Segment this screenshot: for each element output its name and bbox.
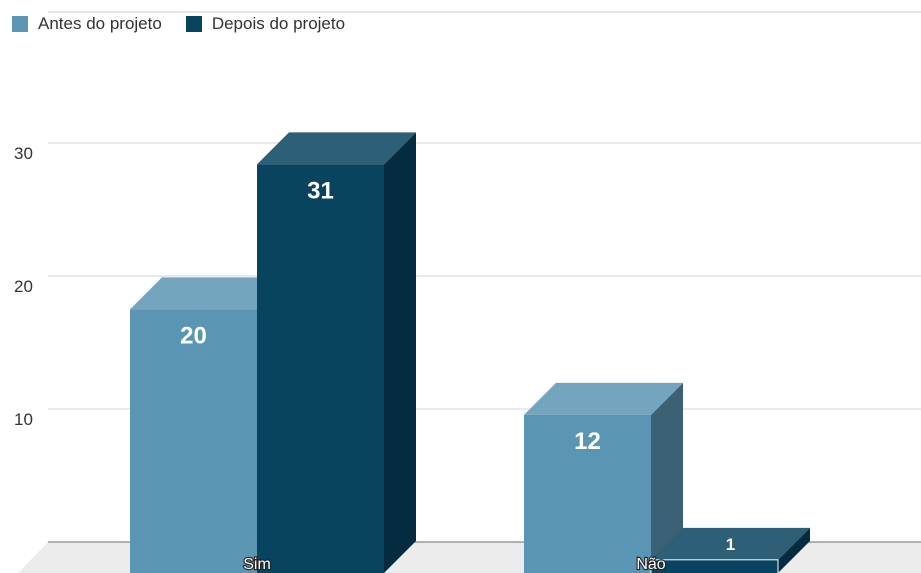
bar-depois-0-value-label: 31 [307,177,334,204]
bar-depois-0-front [257,164,384,573]
legend-swatch-depois [185,16,202,32]
legend-item-depois[interactable]: Depois do projeto [185,14,346,34]
legend-swatch-antes [12,16,28,32]
legend: Antes do projeto Depois do projeto [12,14,369,34]
bar-antes-0-front [130,309,257,573]
bar-antes-1-side [651,382,683,573]
bar-depois-0-side [384,132,416,573]
bar-antes-0-value-label: 20 [180,322,207,349]
bar-antes-1-top [524,382,683,415]
bar-depois-1-value-label: 1 [726,535,735,554]
bar-depois-1-side [778,527,810,573]
bar-antes-1-value-label: 12 [574,428,601,455]
y-tick-label-20: 20 [14,277,33,296]
legend-item-antes[interactable]: Antes do projeto [12,14,162,34]
bar-depois-1-outline [650,559,779,573]
legend-label-antes: Antes do projeto [38,14,162,33]
bar-depois-1-top [651,527,810,560]
bar-antes-0-top [130,277,289,310]
legend-label-depois: Depois do projeto [211,14,346,33]
y-tick-label-10: 10 [14,410,33,429]
y-tick-label-30: 30 [14,144,33,163]
bar-antes-1-front [524,414,651,573]
bar-depois-1-front [651,559,778,573]
x-category-label-0: Sim [243,556,271,573]
x-category-label-1: Não [636,556,665,573]
bar-depois-0-top [257,132,416,165]
